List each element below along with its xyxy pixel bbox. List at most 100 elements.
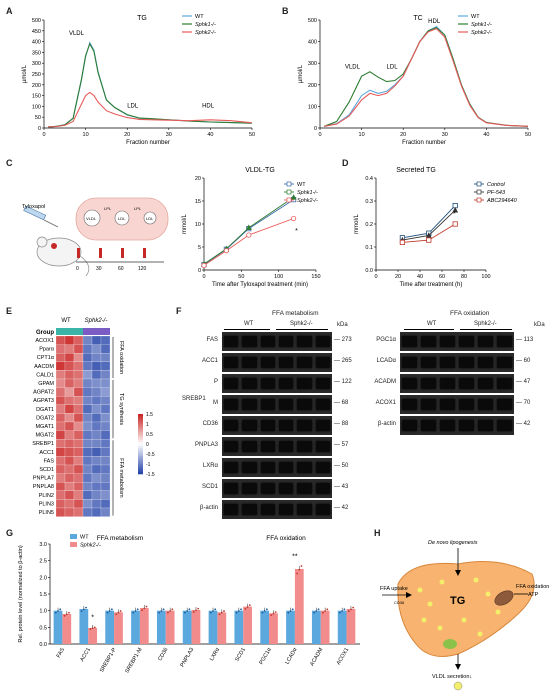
heatmap-cell bbox=[64, 413, 75, 423]
legend-gradient-cell bbox=[138, 426, 143, 429]
y-tick-label: 300 bbox=[32, 61, 41, 67]
data-point bbox=[290, 194, 297, 200]
left-blot-band bbox=[279, 378, 294, 389]
heatmap-cell bbox=[73, 353, 84, 362]
bar-1 bbox=[191, 610, 201, 644]
bar-0 bbox=[311, 610, 321, 644]
x-tick-label: 100 bbox=[481, 274, 490, 280]
legend-gradient-cell bbox=[138, 414, 143, 417]
uptake-label: FFA uptake bbox=[380, 586, 408, 592]
heatmap-cell bbox=[82, 353, 93, 362]
heatmap-cell bbox=[55, 430, 66, 440]
right-blot-band bbox=[478, 420, 493, 431]
left-kda-marker: — 273 bbox=[334, 337, 352, 343]
data-point bbox=[452, 206, 459, 213]
category-label: CD36 bbox=[157, 647, 169, 662]
right-blot-band bbox=[459, 420, 474, 431]
category-label: SREBP1-M bbox=[124, 647, 143, 675]
left-blot-band bbox=[224, 420, 239, 431]
data-dot bbox=[134, 610, 137, 612]
heatmap-cell bbox=[55, 370, 66, 380]
data-dot bbox=[158, 611, 161, 614]
left-blot-band bbox=[279, 504, 294, 515]
right-kda-marker: — 70 bbox=[516, 400, 531, 406]
x-tick-label: 0 bbox=[318, 132, 321, 138]
legend-gradient-cell bbox=[138, 450, 143, 453]
x-tick-label: 0 bbox=[42, 132, 45, 138]
ldl-label-1: LDL bbox=[118, 216, 126, 221]
left-blot-band bbox=[242, 462, 257, 473]
group-bar-cell bbox=[101, 328, 110, 335]
right-blot-band bbox=[478, 357, 493, 368]
right-blot-band bbox=[459, 336, 474, 347]
atp-label: ATP bbox=[528, 592, 539, 598]
heatmap-cell bbox=[64, 499, 75, 509]
x-tick-label: 40 bbox=[417, 274, 423, 280]
legend-tick-label: -0.5 bbox=[146, 452, 155, 458]
heatmap-cell bbox=[82, 396, 93, 405]
heatmap-cell bbox=[73, 447, 84, 457]
data-dot bbox=[93, 626, 96, 629]
legend-tick-label: -1 bbox=[146, 462, 151, 468]
blot-left-wt: WT bbox=[244, 321, 254, 327]
data-dot bbox=[54, 611, 57, 614]
heatmap-cell bbox=[64, 490, 75, 500]
heatmap-cell bbox=[55, 439, 66, 448]
heatmap-cell bbox=[82, 413, 93, 423]
data-dot bbox=[287, 611, 290, 614]
data-dot bbox=[85, 606, 87, 609]
category-label: LXRα bbox=[209, 646, 222, 662]
left-kda-marker: — 43 bbox=[334, 484, 349, 490]
right-blot-band bbox=[459, 378, 474, 389]
y-tick-label: 3.0 bbox=[39, 542, 47, 548]
data-dot bbox=[197, 607, 200, 610]
right-blot-band bbox=[497, 357, 512, 368]
legend-gradient-cell bbox=[138, 470, 143, 473]
heatmap-cell bbox=[100, 439, 111, 448]
lipid-droplets bbox=[417, 577, 501, 637]
legend-marker bbox=[286, 181, 292, 187]
data-dot bbox=[65, 613, 68, 616]
syringe-icon bbox=[23, 205, 59, 228]
left-blot-band bbox=[297, 378, 312, 389]
ldl-annotation: LDL bbox=[387, 65, 399, 71]
chart-title: TG bbox=[137, 15, 147, 22]
bar-1 bbox=[269, 613, 278, 644]
heatmap-cell bbox=[55, 353, 66, 362]
left-blot-band bbox=[224, 462, 239, 473]
x-tick-label: 100 bbox=[274, 274, 283, 280]
legend-label: ABC294640 bbox=[486, 198, 518, 204]
heatmap-cell bbox=[64, 335, 75, 345]
left-blot-band bbox=[224, 504, 239, 515]
left-blot-band bbox=[224, 483, 239, 494]
heatmap-cell bbox=[73, 439, 84, 448]
y-tick-label: 400 bbox=[308, 40, 317, 46]
left-blot-band bbox=[279, 399, 294, 410]
right-blot-band bbox=[478, 399, 493, 410]
heatmap-cell bbox=[82, 421, 93, 431]
legend-gradient-cell bbox=[138, 458, 143, 461]
data-dot bbox=[167, 611, 169, 614]
data-dot bbox=[119, 610, 122, 612]
heatmap-cell bbox=[73, 396, 84, 405]
gene-label: SCD1 bbox=[39, 467, 54, 473]
data-dot bbox=[347, 610, 350, 612]
left-blot-band bbox=[315, 378, 330, 389]
heatmap-cell bbox=[100, 361, 111, 371]
legend-gradient-cell bbox=[138, 430, 143, 433]
legend-swatch bbox=[70, 534, 77, 539]
data-dot bbox=[59, 608, 62, 611]
data-dot bbox=[298, 568, 301, 571]
panel-letter-b: B bbox=[282, 6, 289, 16]
data-dot bbox=[108, 610, 111, 612]
heatmap-cell bbox=[82, 430, 93, 440]
legend-gradient-cell bbox=[138, 432, 143, 435]
data-dot bbox=[192, 611, 195, 613]
heatmap-cell bbox=[82, 456, 93, 466]
legend-gradient-cell bbox=[138, 472, 143, 475]
legend-gradient-cell bbox=[138, 440, 143, 443]
heatmap-cell bbox=[91, 335, 102, 345]
data-point bbox=[245, 224, 252, 230]
legend-gradient-cell bbox=[138, 438, 143, 441]
right-blot-band bbox=[440, 336, 455, 347]
